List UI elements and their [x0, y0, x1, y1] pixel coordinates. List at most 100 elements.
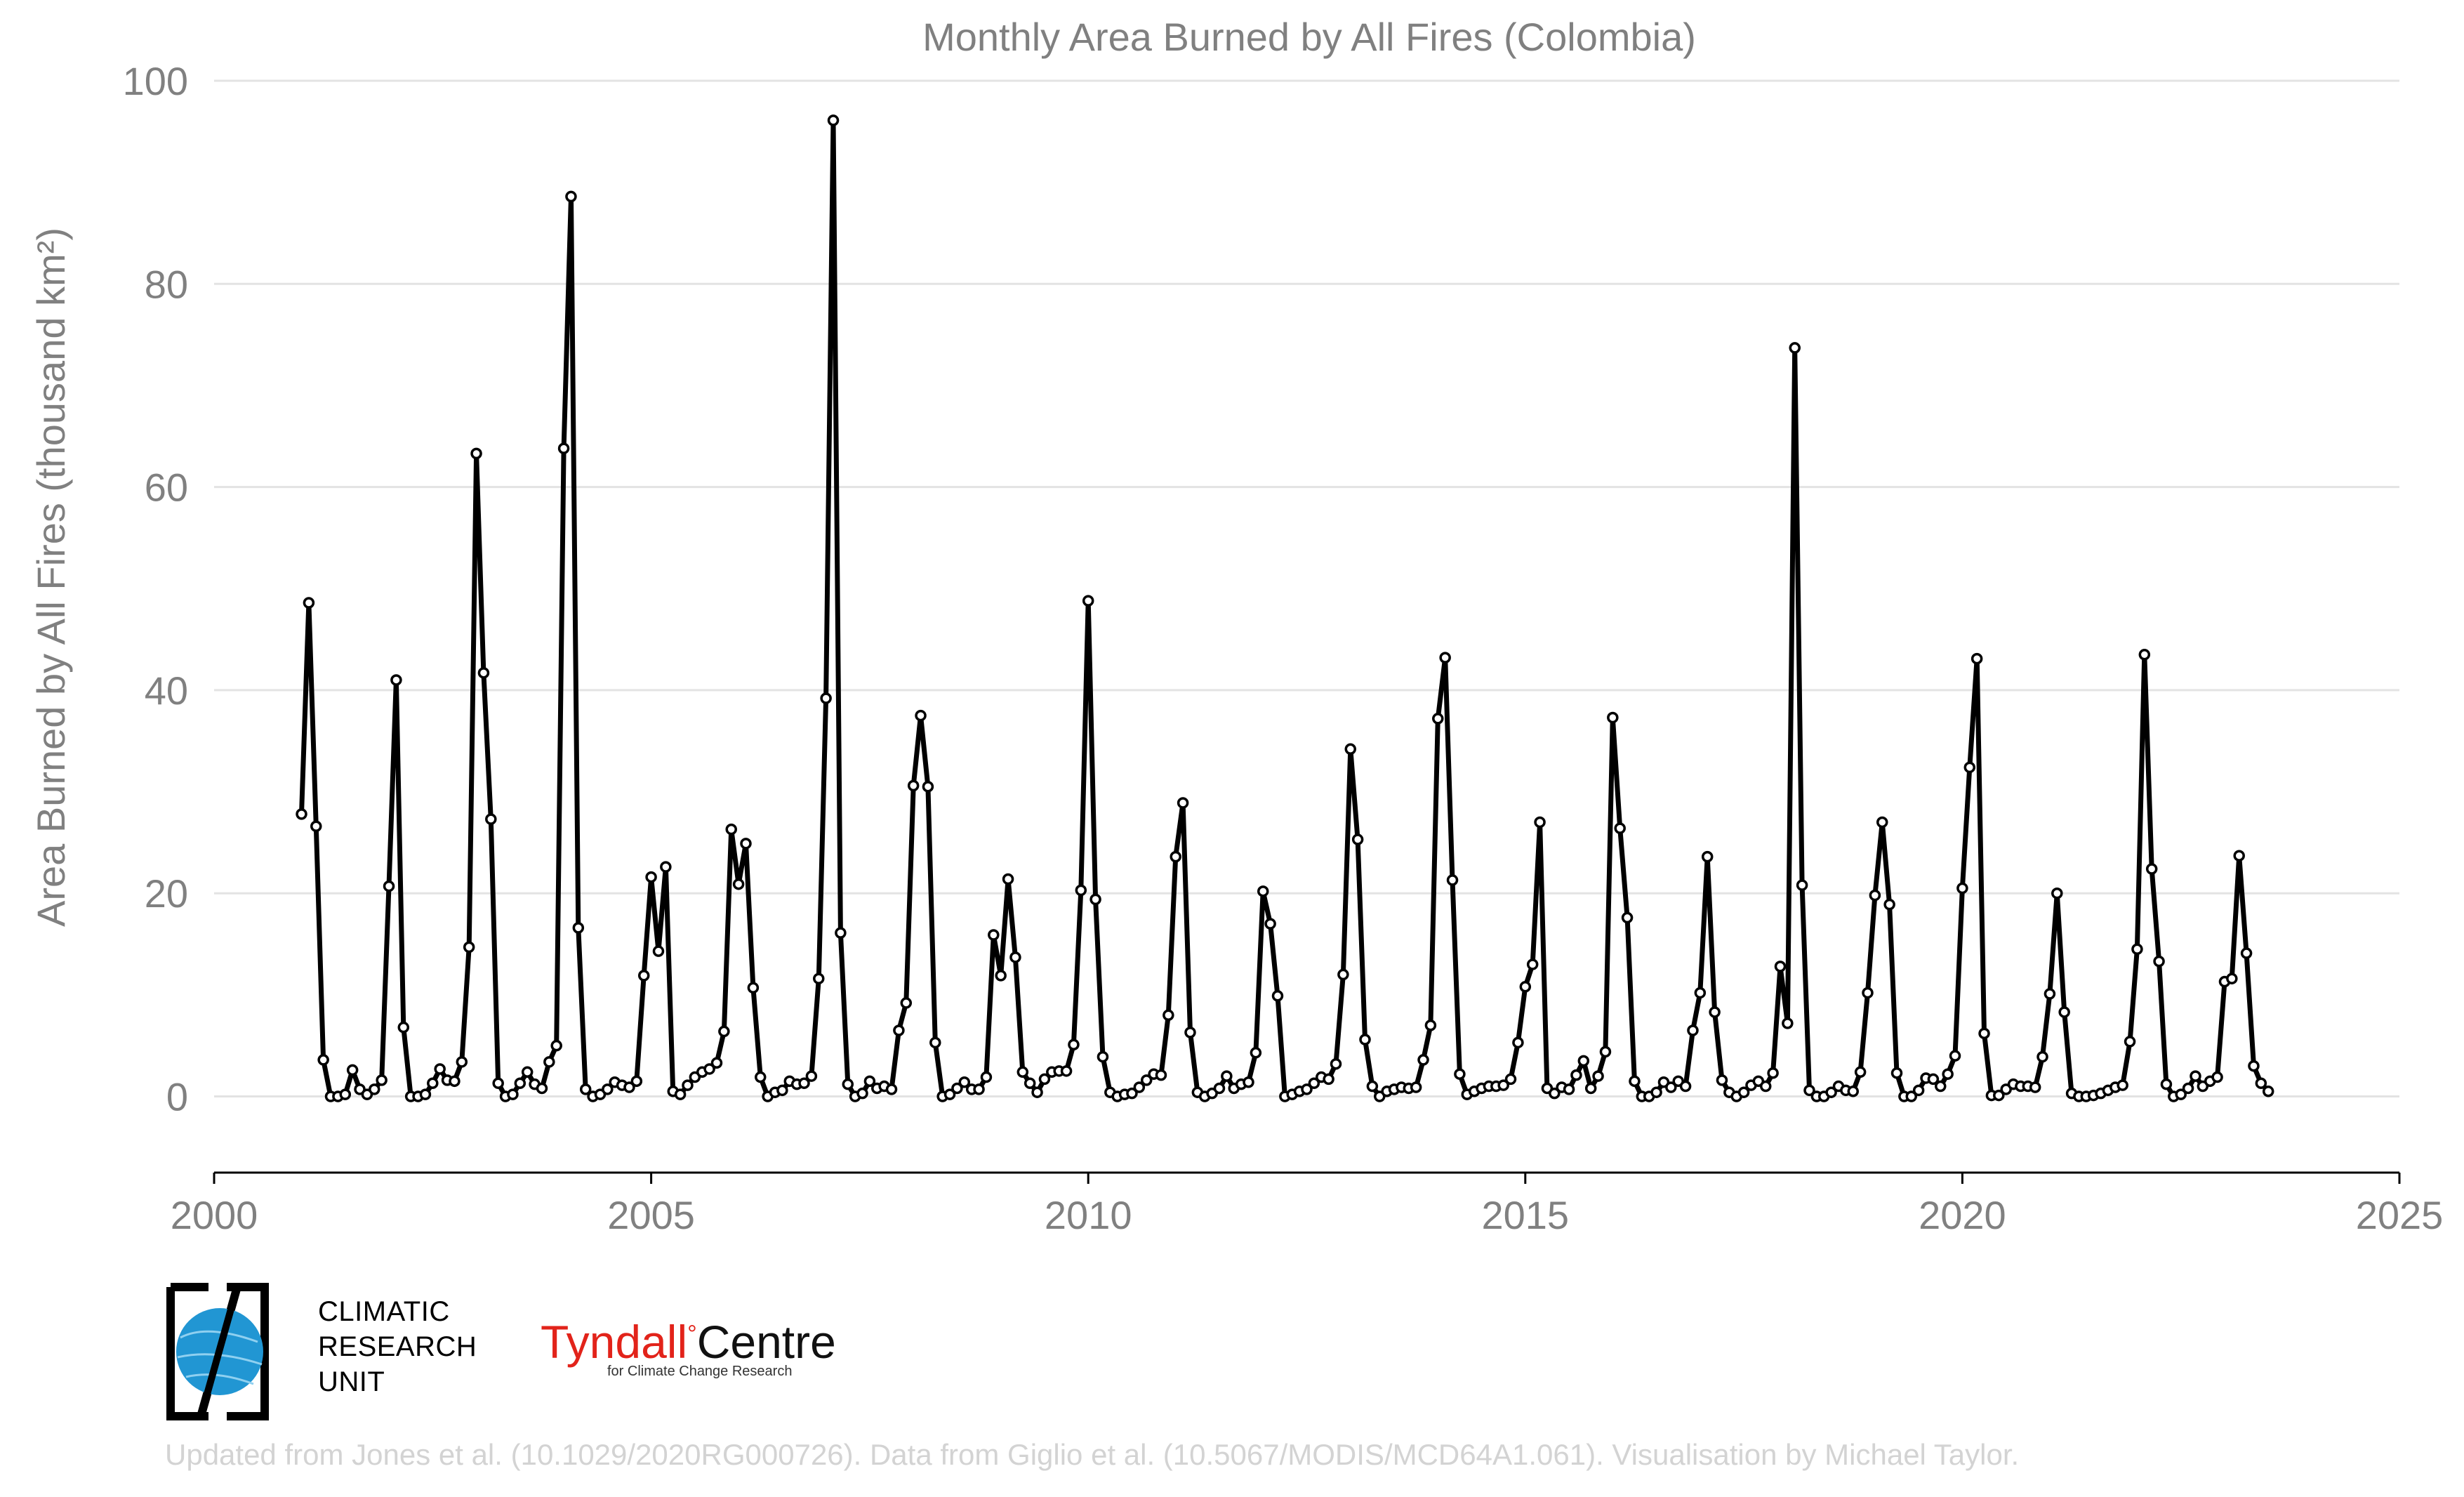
- data-point-132: [1257, 885, 1269, 897]
- data-point-25: [477, 667, 490, 679]
- data-point-266: [2233, 850, 2245, 862]
- series-line: [299, 117, 2270, 1099]
- data-point-253: [2138, 649, 2151, 661]
- data-point-210: [1825, 1086, 1837, 1098]
- footer-credit: Updated from Jones et al. (10.1029/2020R…: [165, 1438, 2020, 1471]
- data-point-120: [1170, 850, 1181, 863]
- data-point-96: [995, 970, 1007, 982]
- data-point-269: [2255, 1077, 2267, 1089]
- data-point-183: [1629, 1075, 1641, 1088]
- y-tick-label-40: 40: [145, 668, 188, 713]
- logos: CLIMATIC RESEARCH UNIT Tyndall°Centre fo…: [165, 1281, 867, 1420]
- data-point-106: [1068, 1038, 1080, 1050]
- data-point-49: [652, 945, 665, 957]
- data-point-12: [383, 880, 395, 892]
- data-point-23: [463, 941, 475, 954]
- data-point-217: [1876, 816, 1888, 829]
- data-point-126: [1213, 1082, 1226, 1095]
- y-tick-label-20: 20: [145, 871, 188, 916]
- data-point-143: [1337, 968, 1349, 981]
- x-axis: 2000 2005 2010 2015 2020 2025: [171, 1171, 2443, 1237]
- data-point-201: [1759, 1080, 1772, 1093]
- data-point-72: [820, 692, 832, 704]
- data-point-178: [1592, 1070, 1604, 1082]
- data-point-231: [1978, 1027, 1990, 1040]
- data-point-77: [856, 1087, 868, 1100]
- data-point-53: [682, 1079, 694, 1091]
- data-point-259: [2182, 1082, 2194, 1095]
- data-point-108: [1082, 595, 1094, 607]
- data-point-157: [1439, 652, 1451, 664]
- data-point-97: [1002, 873, 1014, 885]
- data-point-175: [1570, 1069, 1582, 1081]
- data-point-172: [1549, 1087, 1561, 1100]
- data-point-229: [1963, 761, 1976, 774]
- data-point-71: [813, 972, 825, 984]
- data-point-27: [492, 1077, 504, 1089]
- data-point-156: [1432, 713, 1444, 725]
- data-point-142: [1330, 1057, 1342, 1070]
- data-point-242: [2058, 1006, 2070, 1018]
- data-point-63: [755, 1071, 767, 1083]
- data-point-202: [1767, 1067, 1779, 1079]
- data-point-21: [449, 1075, 461, 1088]
- data-point-73: [827, 114, 840, 126]
- grid-lines: [214, 79, 2399, 1098]
- data-point-225: [1935, 1080, 1947, 1093]
- data-point-50: [660, 861, 672, 873]
- x-tick-label-2020: 2020: [1919, 1193, 2006, 1237]
- data-point-203: [1774, 961, 1787, 972]
- data-point-26: [485, 813, 497, 825]
- y-tick-label-80: 80: [145, 262, 188, 306]
- data-point-141: [1323, 1073, 1334, 1086]
- x-tick-label-2005: 2005: [607, 1193, 695, 1237]
- data-point-75: [842, 1078, 854, 1090]
- data-point-93: [973, 1083, 985, 1095]
- data-point-127: [1221, 1070, 1233, 1082]
- data-point-107: [1075, 884, 1087, 897]
- data-point-86: [922, 781, 934, 793]
- data-point-31: [521, 1066, 534, 1079]
- y-tick-label-0: 0: [166, 1075, 188, 1119]
- tyndall-logo-black-text: Centre: [696, 1316, 836, 1368]
- data-point-35: [550, 1039, 562, 1052]
- data-point-174: [1563, 1083, 1575, 1095]
- data-point-114: [1126, 1087, 1138, 1100]
- data-point-233: [1993, 1089, 2005, 1102]
- data-point-170: [1534, 816, 1546, 829]
- tyndall-logo: Tyndall°Centre for Climate Change Resear…: [541, 1310, 836, 1380]
- data-point-38: [572, 922, 585, 934]
- data-point-52: [674, 1088, 687, 1100]
- data-point-224: [1927, 1073, 1940, 1086]
- data-point-221: [1905, 1090, 1918, 1102]
- data-point-19: [434, 1063, 446, 1075]
- data-point-62: [747, 982, 760, 994]
- data-point-166: [1504, 1073, 1517, 1086]
- data-point-195: [1716, 1074, 1728, 1086]
- data-point-190: [1679, 1080, 1692, 1093]
- data-point-14: [397, 1021, 410, 1034]
- y-tick-labels: 0 20 40 60 80 100: [123, 59, 188, 1119]
- x-tick-label-2000: 2000: [171, 1193, 258, 1237]
- data-point-238: [2029, 1081, 2041, 1093]
- data-point-42: [602, 1083, 614, 1095]
- data-point-145: [1351, 833, 1364, 845]
- data-point-22: [456, 1056, 468, 1068]
- data-point-122: [1184, 1027, 1196, 1038]
- data-point-169: [1526, 958, 1539, 970]
- data-point-102: [1038, 1073, 1051, 1086]
- data-point-186: [1650, 1086, 1662, 1098]
- data-point-250: [2117, 1079, 2128, 1091]
- data-point-241: [2051, 887, 2063, 899]
- data-point-29: [507, 1088, 519, 1100]
- data-point-179: [1599, 1046, 1612, 1058]
- data-point-256: [2160, 1078, 2173, 1090]
- data-point-263: [2211, 1071, 2223, 1083]
- data-point-34: [543, 1056, 555, 1068]
- data-point-13: [390, 674, 402, 686]
- data-point-58: [718, 1025, 730, 1038]
- data-point-268: [2248, 1060, 2260, 1072]
- cru-logo-icon: [166, 1283, 269, 1420]
- data-point-139: [1308, 1077, 1320, 1089]
- data-point-85: [915, 709, 927, 722]
